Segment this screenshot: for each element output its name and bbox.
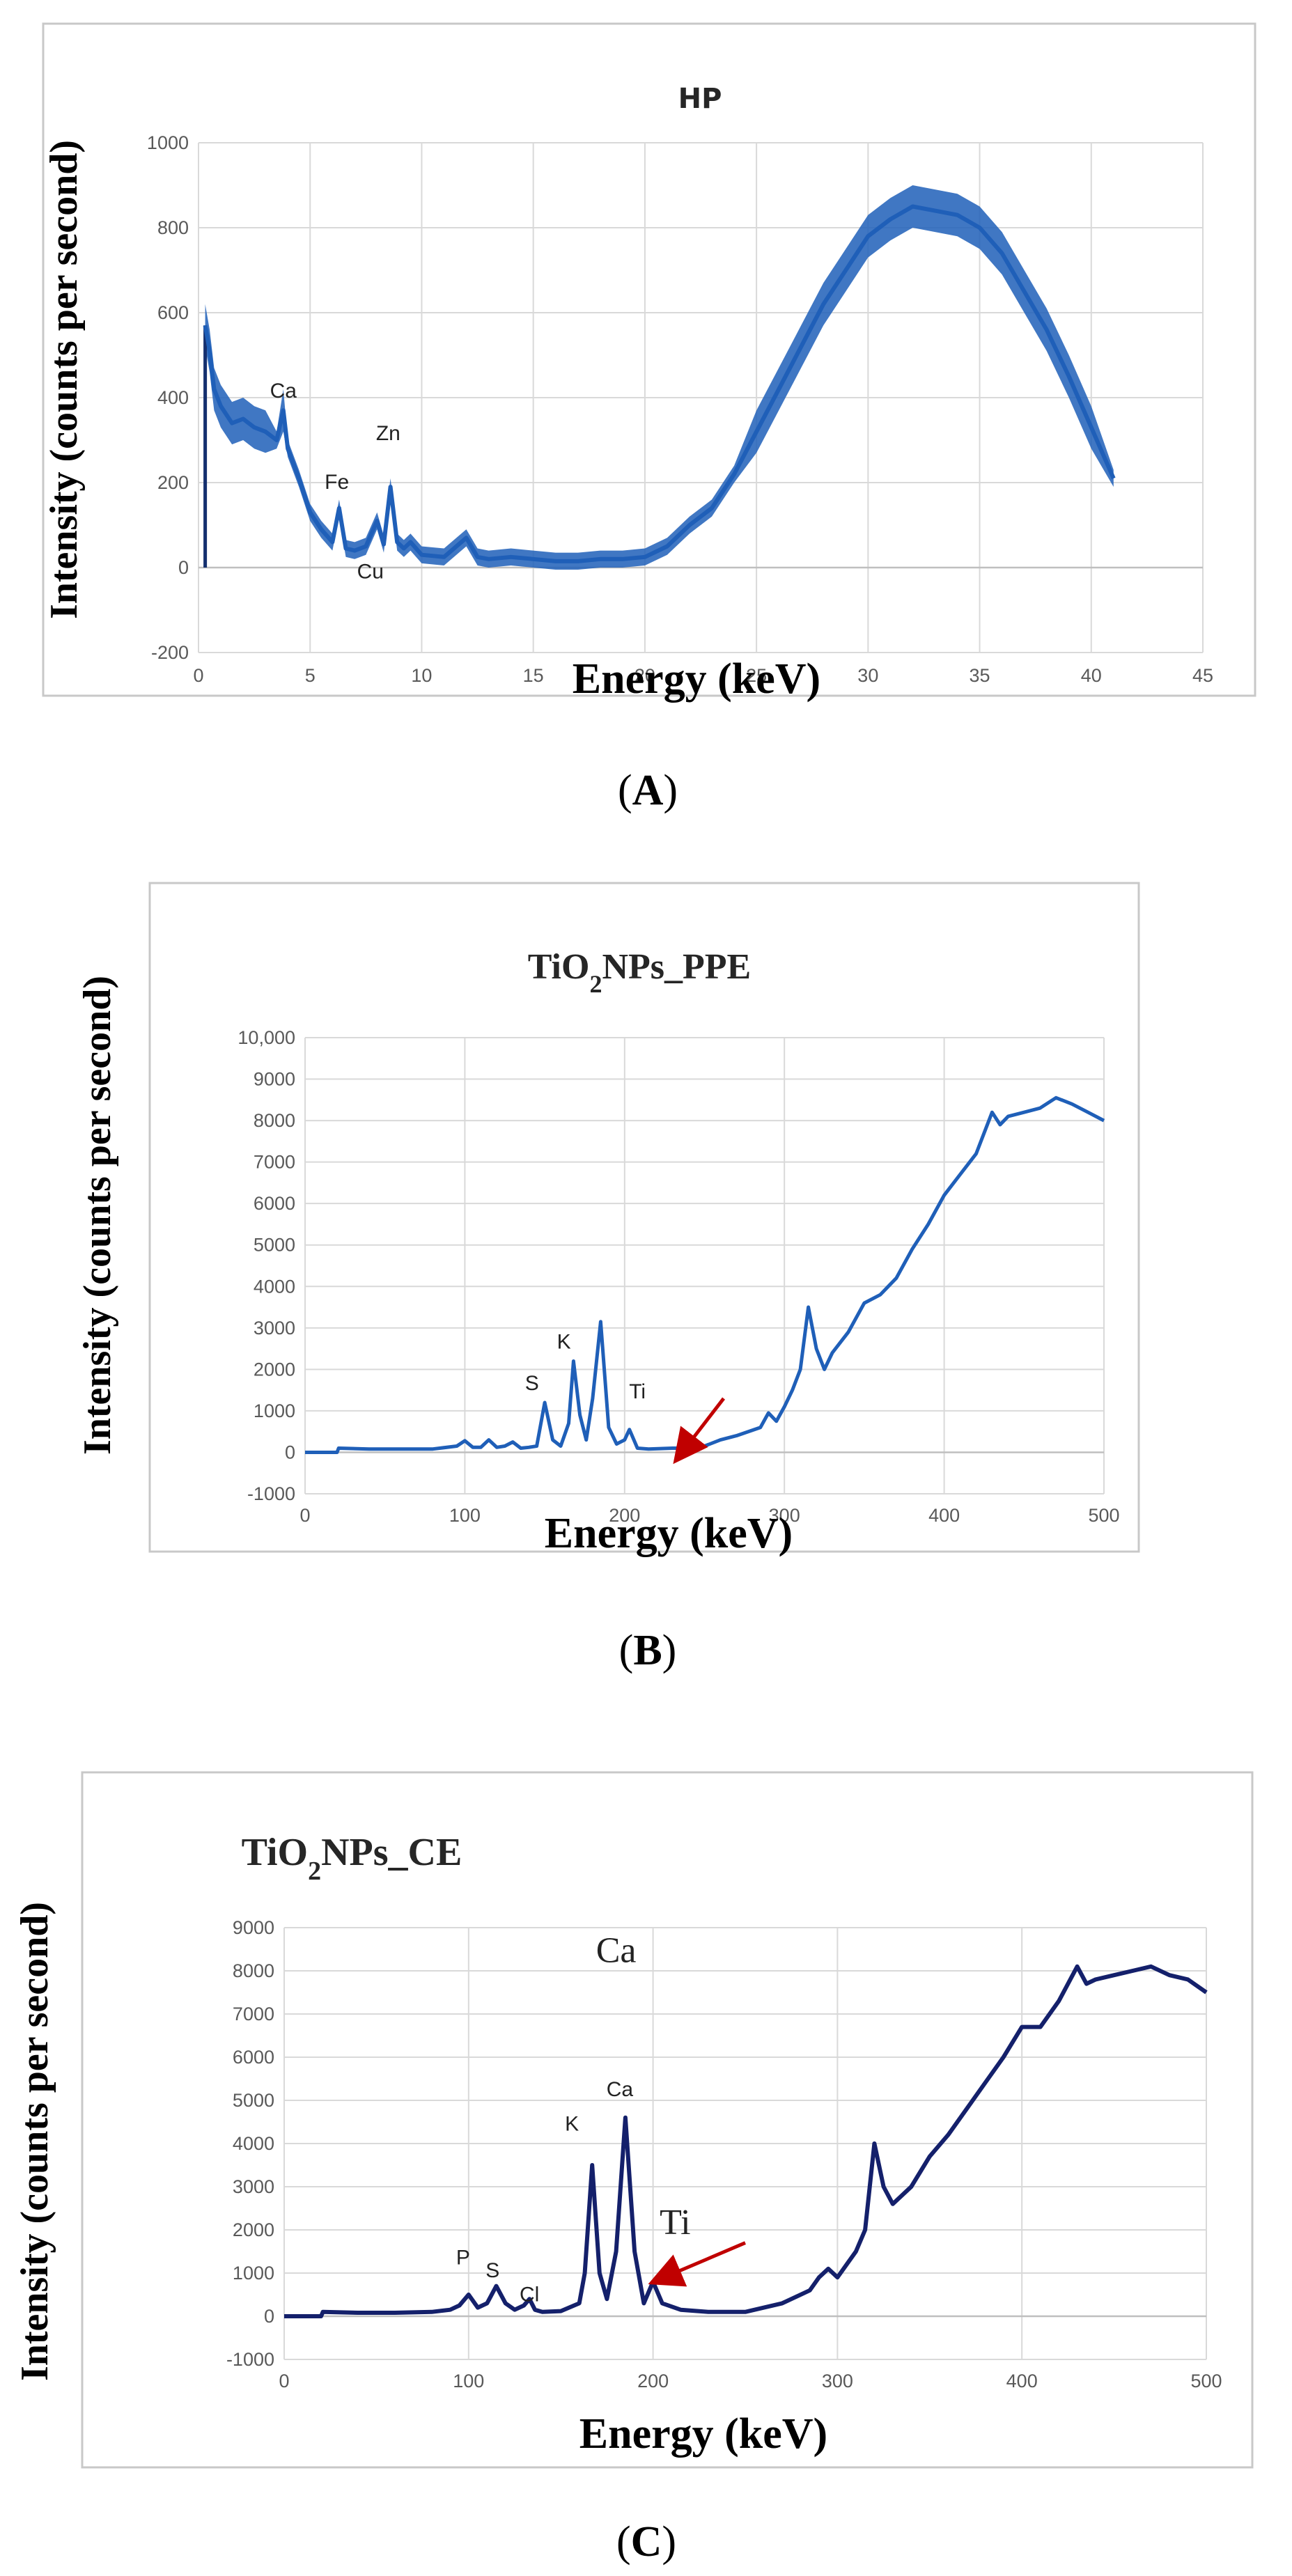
peak-label: P xyxy=(456,2247,470,2270)
chart-c-xlabel: Energy (keV) xyxy=(579,2410,827,2458)
y-tick-label: 8000 xyxy=(233,1960,274,1981)
y-tick-label: 0 xyxy=(264,2306,274,2327)
x-tick-label: 35 xyxy=(970,665,990,686)
series-line xyxy=(203,204,1116,563)
y-tick-label: 6000 xyxy=(254,1193,295,1214)
peak-label: K xyxy=(557,1331,571,1354)
x-tick-label: 5 xyxy=(305,665,316,686)
chart-a-frame xyxy=(42,22,1256,697)
x-tick-label: 200 xyxy=(637,2371,669,2391)
chart-a-xlabel: Energy (keV) xyxy=(573,655,820,703)
y-tick-label: 9000 xyxy=(254,1069,295,1090)
x-tick-label: 20 xyxy=(635,665,655,686)
peak-label: Fe xyxy=(325,471,349,494)
peak-label: Ca xyxy=(607,2078,634,2101)
x-tick-label: 100 xyxy=(449,1505,481,1526)
x-tick-label: 0 xyxy=(193,665,203,686)
chart-b-frame xyxy=(148,882,1140,1553)
y-tick-label: 3000 xyxy=(233,2176,274,2197)
y-tick-label: 9000 xyxy=(233,1917,274,1938)
panel-label-a: (A) xyxy=(618,767,678,814)
peak-label: S xyxy=(485,2259,499,2282)
y-tick-label: 6000 xyxy=(233,2047,274,2068)
y-tick-label: 1000 xyxy=(147,132,189,153)
arrow-indicator xyxy=(648,2241,746,2287)
chart-a-title: HP xyxy=(678,83,722,115)
x-tick-label: 0 xyxy=(299,1505,310,1526)
y-tick-label: 10,000 xyxy=(238,1027,295,1048)
y-tick-label: 400 xyxy=(157,387,189,408)
y-tick-label: 600 xyxy=(157,302,189,323)
chart-c-frame xyxy=(81,1771,1254,2469)
peak-label: Ca xyxy=(270,380,297,403)
y-tick-label: 3000 xyxy=(254,1318,295,1338)
chart-panel-b: TiO2NPs_PPE -100001000200030004000500060… xyxy=(76,882,1140,1557)
arrow-indicator xyxy=(673,1397,726,1465)
y-tick-label: 5000 xyxy=(233,2090,274,2111)
x-tick-label: 15 xyxy=(523,665,544,686)
y-tick-label: -200 xyxy=(151,642,189,663)
chart-c-ylabel: Intensity (counts per second) xyxy=(13,1902,56,2381)
y-tick-label: -1000 xyxy=(226,2349,274,2370)
series-line xyxy=(305,1095,1105,1454)
chart-b-title: TiO2NPs_PPE xyxy=(528,947,751,998)
peak-label: Zn xyxy=(376,422,400,445)
y-tick-label: 1000 xyxy=(233,2263,274,2284)
y-tick-label: 7000 xyxy=(254,1152,295,1173)
y-tick-label: 200 xyxy=(157,472,189,493)
x-tick-label: 10 xyxy=(411,665,432,686)
peak-label: Cl xyxy=(520,2283,539,2306)
y-tick-label: -1000 xyxy=(247,1483,295,1504)
x-tick-label: 300 xyxy=(769,1505,800,1526)
chart-b-ylabel: Intensity (counts per second) xyxy=(76,976,119,1455)
x-tick-label: 100 xyxy=(453,2371,484,2391)
x-tick-label: 400 xyxy=(928,1505,960,1526)
x-tick-label: 400 xyxy=(1006,2371,1038,2391)
x-tick-label: 40 xyxy=(1081,665,1102,686)
y-tick-label: 2000 xyxy=(233,2219,274,2240)
x-tick-label: 500 xyxy=(1088,1505,1119,1526)
y-tick-label: 2000 xyxy=(254,1359,295,1380)
chart-c-plot: -100001000200030004000500060007000800090… xyxy=(226,1917,1222,2391)
y-tick-label: 8000 xyxy=(254,1110,295,1131)
peak-label: Cu xyxy=(357,560,384,583)
x-tick-label: 30 xyxy=(857,665,878,686)
x-tick-label: 0 xyxy=(279,2371,289,2391)
y-tick-label: 5000 xyxy=(254,1235,295,1256)
chart-b-plot: -100001000200030004000500060007000800090… xyxy=(238,1027,1119,1526)
chart-panel-c: TiO2NPs_CE -1000010002000300040005000600… xyxy=(13,1771,1254,2469)
y-tick-label: 4000 xyxy=(233,2133,274,2154)
y-tick-label: 1000 xyxy=(254,1400,295,1421)
peak-label: K xyxy=(565,2112,579,2135)
y-tick-label: 7000 xyxy=(233,2004,274,2024)
series-line xyxy=(284,1964,1208,2318)
panel-label-c: (C) xyxy=(616,2518,676,2566)
peak-label: Ca xyxy=(596,1931,637,1971)
x-tick-label: 300 xyxy=(822,2371,853,2391)
chart-c-title: TiO2NPs_CE xyxy=(242,1831,462,1886)
y-tick-label: 0 xyxy=(178,557,189,578)
x-tick-label: 500 xyxy=(1190,2371,1222,2391)
y-tick-label: 4000 xyxy=(254,1276,295,1297)
y-tick-label: 0 xyxy=(285,1442,295,1462)
peak-label: Ti xyxy=(629,1380,646,1403)
chart-a-ylabel: Intensity (counts per second) xyxy=(42,140,86,619)
x-tick-label: 45 xyxy=(1192,665,1213,686)
x-tick-label: 25 xyxy=(746,665,767,686)
peak-label: Ti xyxy=(660,2203,690,2242)
x-tick-label: 200 xyxy=(609,1505,640,1526)
chart-b-xlabel: Energy (keV) xyxy=(545,1510,793,1557)
panel-label-b: (B) xyxy=(619,1627,677,1674)
y-tick-label: 800 xyxy=(157,217,189,238)
peak-label: S xyxy=(525,1372,539,1395)
